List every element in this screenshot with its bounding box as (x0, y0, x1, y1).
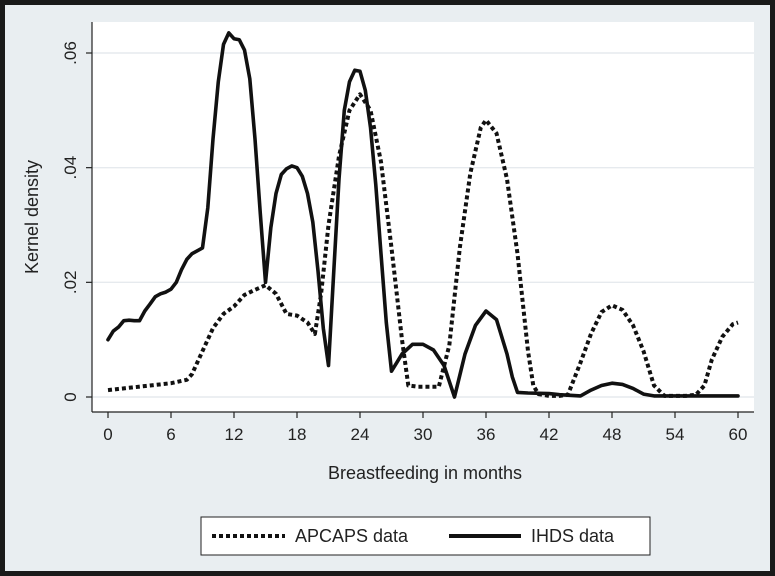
y-tick-label: .02 (61, 271, 80, 295)
x-tick-label: 18 (288, 425, 307, 444)
x-tick-label: 36 (477, 425, 496, 444)
series-lines (106, 31, 740, 399)
y-tick-label: .04 (61, 156, 80, 180)
x-tick-label: 6 (166, 425, 175, 444)
y-axis-ticks: 0 .02 .04 .06 (61, 41, 92, 402)
plot-area (92, 22, 754, 412)
series-line-apcaps (107, 92, 739, 398)
x-tick-label: 60 (729, 425, 748, 444)
x-tick-label: 30 (414, 425, 433, 444)
y-tick-label: 0 (61, 392, 80, 401)
x-tick-label: 42 (540, 425, 559, 444)
x-tick-label: 54 (666, 425, 685, 444)
y-axis-label: Kernel density (22, 160, 42, 274)
legend-label-apcaps: APCAPS data (295, 526, 409, 546)
legend-label-ihds: IHDS data (531, 526, 615, 546)
x-tick-label: 12 (225, 425, 244, 444)
gridlines (92, 52, 754, 398)
x-tick-label: 24 (351, 425, 370, 444)
x-tick-label: 48 (603, 425, 622, 444)
x-axis-label: Breastfeeding in months (328, 463, 522, 483)
series-line-ihds (106, 31, 740, 399)
legend: APCAPS data IHDS data (200, 516, 651, 556)
x-tick-label: 0 (103, 425, 112, 444)
x-axis-ticks: 0 6 12 18 24 30 36 42 48 54 60 (103, 412, 747, 444)
y-tick-label: .06 (61, 41, 80, 65)
